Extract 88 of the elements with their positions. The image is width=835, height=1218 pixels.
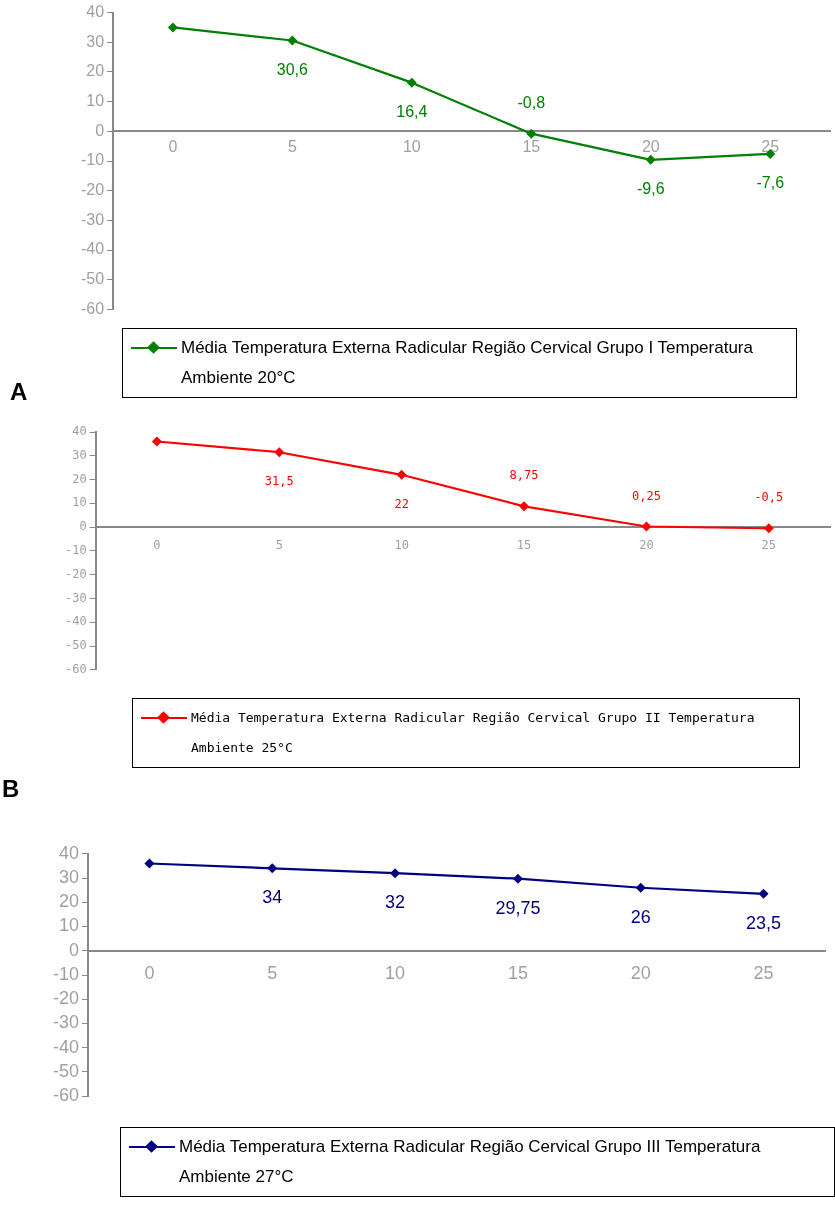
x-tick-label: 20 <box>630 962 651 983</box>
x-tick-label: 5 <box>287 138 297 156</box>
point <box>763 523 774 534</box>
data-label: 23,5 <box>746 912 782 933</box>
data-label: 26 <box>630 906 651 927</box>
point <box>151 436 162 447</box>
y-tick-label: 30 <box>58 867 80 888</box>
y-tick-label: -40 <box>64 614 87 629</box>
point <box>635 882 646 893</box>
y-tick-label: 20 <box>86 62 105 80</box>
data-label: 0,25 <box>631 488 661 503</box>
data-label: -7,6 <box>756 174 785 192</box>
y-tick-label: -20 <box>53 988 80 1009</box>
x-tick-label: 25 <box>761 538 777 553</box>
data-label: 29,75 <box>495 897 541 918</box>
point <box>526 128 537 139</box>
x-tick-label: 0 <box>153 538 161 553</box>
point <box>758 888 769 899</box>
x-tick-label: 25 <box>753 962 774 983</box>
y-tick-label: -40 <box>81 240 105 258</box>
text: B <box>2 775 20 803</box>
y-tick-label: -10 <box>81 151 105 169</box>
y-tick-label: -30 <box>64 590 87 605</box>
y-tick-label: 40 <box>72 424 87 439</box>
point <box>641 521 652 532</box>
y-tick-label: 20 <box>58 891 80 912</box>
y-tick-label: -40 <box>53 1036 80 1057</box>
point <box>267 863 278 874</box>
y-tick-label: 0 <box>95 121 105 139</box>
y-tick-label: 0 <box>79 519 87 534</box>
y-tick-label: -60 <box>81 299 105 317</box>
x-tick-label: 20 <box>641 138 660 156</box>
y-tick-label: -20 <box>64 566 87 581</box>
point <box>396 469 407 480</box>
y-tick-label: 30 <box>86 32 105 50</box>
data-label: 34 <box>262 887 283 908</box>
data-label: 32 <box>385 892 406 913</box>
text: A <box>10 378 28 406</box>
data-label: -0,5 <box>754 490 784 505</box>
point <box>390 868 401 879</box>
data-label: 16,4 <box>396 103 428 121</box>
x-tick-label: 0 <box>168 138 178 156</box>
data-label: 8,75 <box>509 468 539 483</box>
y-tick-label: 10 <box>72 495 87 510</box>
x-tick-label: 20 <box>639 538 654 553</box>
y-tick-label: -50 <box>64 638 87 653</box>
y-tick-label: -50 <box>53 1060 80 1081</box>
x-tick-label: 25 <box>761 138 780 156</box>
x-tick-label: 5 <box>267 962 278 983</box>
x-tick-label: 15 <box>522 138 541 156</box>
point <box>274 447 285 458</box>
legend-label: Média Temperatura Externa Radicular Região Cervical Grupo III Temperatura Ambiente 27°C <box>179 1136 762 1188</box>
y-tick-label: -50 <box>81 270 105 288</box>
legend-label: Média Temperatura Externa Radicular Região Cervical Grupo II Temperatura Ambiente 25°C <box>191 709 756 757</box>
y-tick-label: 20 <box>72 471 87 486</box>
data-label: -0,8 <box>517 94 546 112</box>
point <box>519 501 530 512</box>
legend-label: Média Temperatura Externa Radicular Região Cervical Grupo I Temperatura Ambiente 20°C <box>181 337 754 389</box>
data-label: 31,5 <box>264 474 294 489</box>
point <box>645 154 656 165</box>
y-tick-label: -60 <box>64 661 87 676</box>
y-tick-label: 30 <box>72 447 87 462</box>
x-tick-label: 10 <box>402 138 421 156</box>
point <box>406 77 417 88</box>
x-tick-label: 10 <box>394 538 409 553</box>
y-tick-label: -60 <box>53 1085 80 1106</box>
x-tick-label: 10 <box>385 962 406 983</box>
x-tick-label: 0 <box>144 962 155 983</box>
data-label: 30,6 <box>276 60 309 78</box>
x-tick-label: 15 <box>507 962 528 983</box>
y-tick-label: -10 <box>64 543 87 558</box>
x-tick-label: 5 <box>275 538 283 553</box>
data-label: 22 <box>394 496 409 511</box>
point <box>512 873 523 884</box>
point <box>144 858 155 869</box>
y-tick-label: 10 <box>86 92 105 110</box>
y-tick-label: 0 <box>69 939 80 960</box>
x-tick-label: 15 <box>516 538 532 553</box>
data-label: -9,6 <box>636 180 665 198</box>
y-tick-label: -30 <box>81 210 105 228</box>
y-tick-label: -10 <box>53 963 80 984</box>
point <box>287 35 298 46</box>
y-tick-label: 40 <box>86 3 105 21</box>
point <box>167 22 178 33</box>
y-tick-label: 40 <box>58 842 80 863</box>
y-tick-label: -20 <box>81 181 105 199</box>
y-tick-label: 10 <box>58 915 80 936</box>
y-tick-label: -30 <box>53 1012 80 1033</box>
